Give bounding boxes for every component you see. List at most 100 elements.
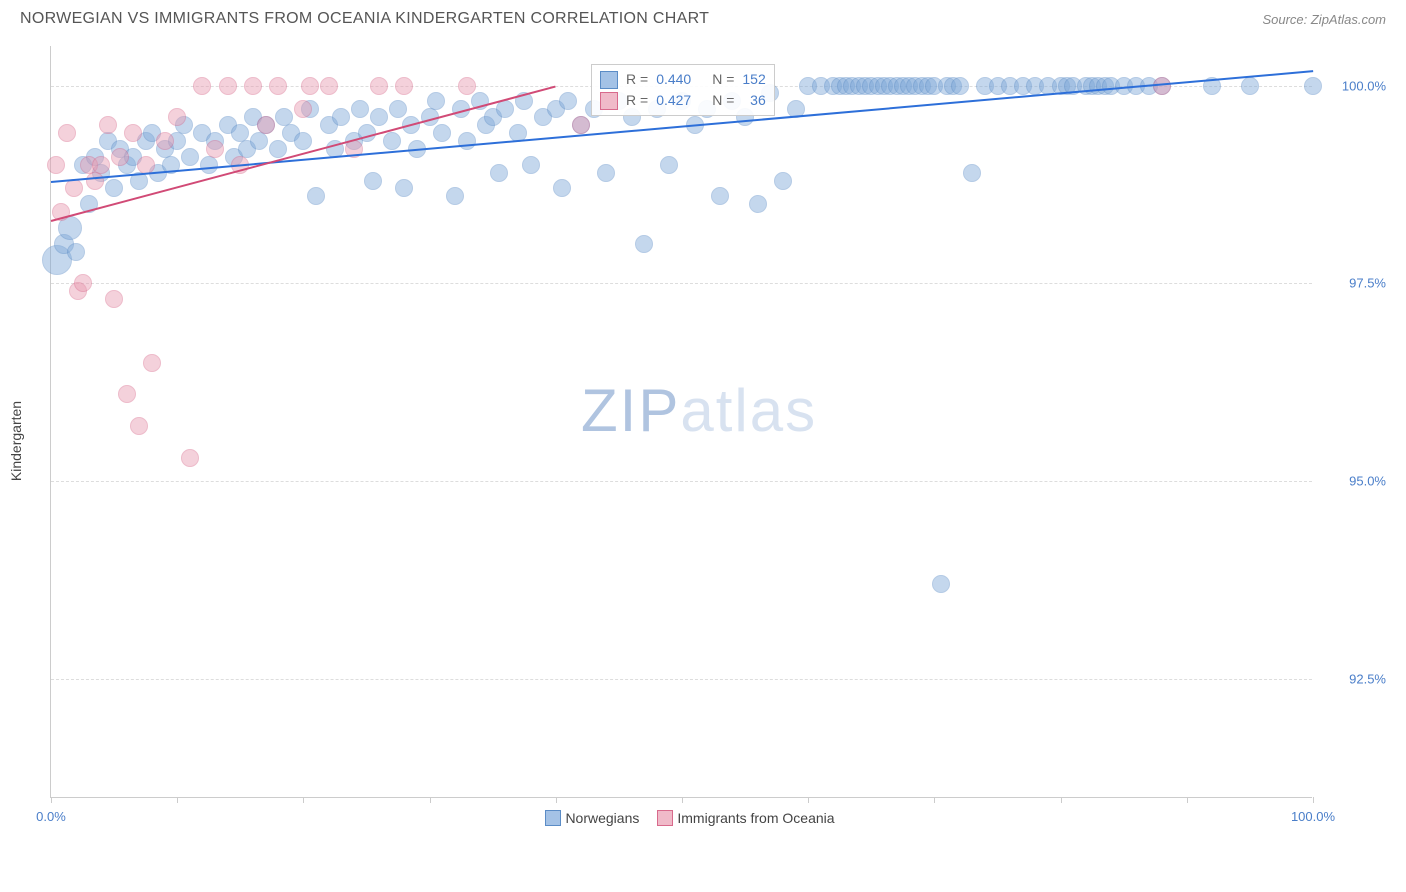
x-tick — [1187, 797, 1188, 803]
legend-n-value: 36 — [742, 90, 765, 111]
scatter-point — [932, 575, 950, 593]
scatter-point — [58, 124, 76, 142]
legend-bottom: Norwegians Immigrants from Oceania — [50, 810, 1312, 826]
scatter-plot: 0.0%100.0%ZIPatlasR =0.440N =152R =0.427… — [50, 46, 1312, 798]
scatter-point — [370, 77, 388, 95]
scatter-point — [269, 77, 287, 95]
gridline — [51, 283, 1312, 284]
x-tick — [430, 797, 431, 803]
y-tick-label: 100.0% — [1342, 78, 1390, 93]
scatter-point — [496, 100, 514, 118]
scatter-point — [130, 417, 148, 435]
legend-top: R = 0.440 N = 152 R = 0.427 N = 36 — [591, 64, 775, 116]
x-tick — [303, 797, 304, 803]
legend-n-label: N = — [712, 69, 734, 90]
y-tick-label: 95.0% — [1349, 474, 1390, 489]
scatter-point — [320, 77, 338, 95]
scatter-point — [522, 156, 540, 174]
scatter-point — [250, 132, 268, 150]
scatter-point — [118, 385, 136, 403]
scatter-point — [774, 172, 792, 190]
x-tick — [51, 797, 52, 803]
scatter-point — [951, 77, 969, 95]
legend-n-label: N = — [712, 90, 734, 111]
scatter-point — [597, 164, 615, 182]
chart-title: NORWEGIAN VS IMMIGRANTS FROM OCEANIA KIN… — [20, 10, 709, 28]
y-tick-label: 97.5% — [1349, 276, 1390, 291]
scatter-point — [143, 354, 161, 372]
scatter-point — [660, 156, 678, 174]
scatter-point — [67, 243, 85, 261]
scatter-point — [364, 172, 382, 190]
legend-r-value: 0.427 — [656, 90, 704, 111]
source-attribution: Source: ZipAtlas.com — [1262, 12, 1386, 27]
scatter-point — [105, 290, 123, 308]
scatter-point — [307, 187, 325, 205]
legend-r-label: R = — [626, 90, 648, 111]
scatter-point — [294, 132, 312, 150]
scatter-point — [332, 108, 350, 126]
legend-r-label: R = — [626, 69, 648, 90]
scatter-point — [711, 187, 729, 205]
legend-row: R = 0.427 N = 36 — [600, 90, 766, 111]
scatter-point — [206, 140, 224, 158]
scatter-point — [490, 164, 508, 182]
scatter-point — [446, 187, 464, 205]
legend-swatch — [600, 92, 618, 110]
scatter-point — [351, 100, 369, 118]
legend-swatch — [600, 71, 618, 89]
legend-label: Norwegians — [565, 810, 639, 826]
scatter-point — [200, 156, 218, 174]
scatter-point — [301, 77, 319, 95]
scatter-point — [458, 77, 476, 95]
y-axis-labels: 92.5% 95.0% 97.5% 100.0% — [1312, 46, 1390, 798]
x-tick — [682, 797, 683, 803]
scatter-point — [99, 116, 117, 134]
header: NORWEGIAN VS IMMIGRANTS FROM OCEANIA KIN… — [0, 0, 1406, 34]
x-tick — [808, 797, 809, 803]
legend-r-value: 0.440 — [656, 69, 704, 90]
scatter-point — [572, 116, 590, 134]
scatter-point — [383, 132, 401, 150]
gridline — [51, 679, 1312, 680]
scatter-point — [181, 148, 199, 166]
scatter-point — [269, 140, 287, 158]
legend-swatch — [657, 810, 673, 826]
scatter-point — [257, 116, 275, 134]
scatter-point — [65, 179, 83, 197]
scatter-point — [294, 100, 312, 118]
scatter-point — [370, 108, 388, 126]
scatter-point — [433, 124, 451, 142]
scatter-point — [244, 77, 262, 95]
chart-container: Kindergarten 0.0%100.0%ZIPatlasR =0.440N… — [50, 46, 1390, 836]
legend-swatch — [545, 810, 561, 826]
scatter-point — [105, 179, 123, 197]
scatter-point — [427, 92, 445, 110]
scatter-point — [635, 235, 653, 253]
scatter-point — [181, 449, 199, 467]
scatter-point — [458, 132, 476, 150]
scatter-point — [559, 92, 577, 110]
legend-row: R = 0.440 N = 152 — [600, 69, 766, 90]
scatter-point — [193, 77, 211, 95]
scatter-point — [963, 164, 981, 182]
scatter-point — [395, 77, 413, 95]
scatter-point — [92, 156, 110, 174]
scatter-point — [47, 156, 65, 174]
scatter-point — [168, 108, 186, 126]
scatter-point — [124, 124, 142, 142]
x-tick — [1061, 797, 1062, 803]
scatter-point — [111, 148, 129, 166]
y-tick-label: 92.5% — [1349, 672, 1390, 687]
scatter-point — [749, 195, 767, 213]
scatter-point — [553, 179, 571, 197]
x-tick — [934, 797, 935, 803]
legend-label: Immigrants from Oceania — [677, 810, 834, 826]
scatter-point — [389, 100, 407, 118]
scatter-point — [395, 179, 413, 197]
legend-n-value: 152 — [742, 69, 765, 90]
x-tick — [177, 797, 178, 803]
watermark: ZIPatlas — [581, 376, 817, 445]
scatter-point — [137, 156, 155, 174]
y-axis-title: Kindergarten — [8, 401, 24, 481]
